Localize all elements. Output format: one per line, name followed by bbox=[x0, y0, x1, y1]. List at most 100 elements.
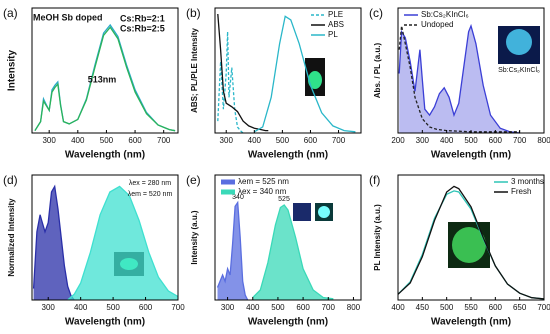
x-axis-label: Wavelength (nm) bbox=[248, 150, 328, 161]
annotation: λem = 520 nm bbox=[128, 191, 173, 198]
x-tick-label: 300 bbox=[220, 136, 234, 145]
x-tick-label: 700 bbox=[157, 136, 171, 145]
x-tick-label: 600 bbox=[489, 136, 503, 145]
inset-glow bbox=[318, 206, 330, 218]
x-tick-label: 600 bbox=[296, 303, 310, 312]
x-tick-label: 600 bbox=[304, 136, 318, 145]
x-axis-label: Wavelength (nm) bbox=[65, 150, 145, 161]
x-tick-label: 300 bbox=[42, 303, 56, 312]
x-tick-label: 700 bbox=[332, 136, 346, 145]
y-axis-label: Abs. / PL (a.u.) bbox=[373, 42, 382, 98]
x-axis-label: Wavelength (nm) bbox=[248, 317, 328, 328]
x-tick-label: 800 bbox=[537, 136, 550, 145]
x-tick-label: 700 bbox=[171, 303, 185, 312]
line bbox=[398, 23, 520, 134]
panel: 400 450 500 550 600 650 700 Wavelength (nm) PL I… bbox=[369, 173, 550, 327]
line bbox=[217, 13, 269, 132]
line bbox=[216, 200, 249, 301]
plot-frame bbox=[31, 174, 179, 301]
y-axis-label: PL Intensity (a.u.) bbox=[373, 204, 382, 271]
area bbox=[399, 25, 520, 133]
x-tick-label: 600 bbox=[139, 303, 153, 312]
legend-label: Cs:Rb=2:5 bbox=[120, 23, 165, 33]
x-tick-label: 500 bbox=[271, 303, 285, 312]
x-axis-label: Wavelength (nm) bbox=[65, 317, 145, 328]
inset-photo bbox=[293, 203, 311, 221]
x-tick-label: 500 bbox=[106, 303, 120, 312]
line bbox=[252, 204, 334, 300]
legend-label: 3 months bbox=[511, 177, 544, 186]
x-tick-label: 400 bbox=[246, 303, 260, 312]
x-tick-label: 400 bbox=[71, 136, 85, 145]
annotation: 513nm bbox=[88, 74, 117, 84]
panel: 300 400 500 600 700 Wavelength (nm) Intensity (… bbox=[3, 6, 179, 161]
panel: 200 300 400 500 600 700 800 Wavelength (nm) Abs.… bbox=[369, 6, 550, 160]
plot-frame bbox=[214, 7, 362, 134]
annotation: MeOH bbox=[33, 12, 59, 22]
x-tick-label: 300 bbox=[416, 136, 430, 145]
line bbox=[398, 25, 520, 133]
x-axis-label: Wavelength (nm) bbox=[431, 317, 511, 328]
panel-label: (d) bbox=[3, 173, 18, 187]
legend-label: Undoped bbox=[421, 20, 453, 29]
panel-label: (c) bbox=[369, 6, 383, 20]
legend-label: Fresh bbox=[511, 187, 531, 196]
panel-label: (b) bbox=[186, 6, 201, 20]
plot-frame bbox=[31, 7, 179, 134]
legend-label: PLE bbox=[328, 10, 343, 19]
x-tick-label: 600 bbox=[489, 303, 503, 312]
x-tick-label: 400 bbox=[440, 136, 454, 145]
inset-glow bbox=[308, 71, 322, 89]
x-axis-label: Wavelength (nm) bbox=[431, 150, 511, 161]
x-tick-label: 650 bbox=[513, 303, 527, 312]
annotation: Sb doped bbox=[62, 12, 103, 22]
x-tick-label: 600 bbox=[128, 136, 142, 145]
line bbox=[253, 15, 356, 133]
inset-glow bbox=[506, 29, 532, 55]
x-tick-label: 400 bbox=[74, 303, 88, 312]
panel: 300 400 500 600 700 Wavelength (nm) ABS; PL/PL… bbox=[186, 6, 362, 161]
y-axis-label: Intensity bbox=[7, 50, 18, 92]
x-tick-label: 400 bbox=[391, 303, 405, 312]
x-tick-label: 700 bbox=[537, 303, 550, 312]
area bbox=[33, 186, 75, 300]
line bbox=[397, 185, 545, 300]
line bbox=[67, 185, 179, 301]
x-tick-label: 800 bbox=[347, 303, 361, 312]
x-tick-label: 200 bbox=[391, 136, 405, 145]
x-tick-label: 500 bbox=[276, 136, 290, 145]
area bbox=[252, 205, 334, 300]
panel: 300 400 500 600 700 800 Wavelength (nm) Intensi… bbox=[186, 173, 362, 328]
line bbox=[32, 184, 75, 301]
panel: 300 400 500 600 700 Wavelength (nm) Normalized… bbox=[3, 173, 185, 327]
inset-glow bbox=[452, 227, 486, 263]
x-tick-label: 300 bbox=[221, 303, 235, 312]
x-tick-label: 500 bbox=[440, 303, 454, 312]
annotation: Sb:Cs₂KInCl₆ bbox=[498, 67, 540, 74]
y-axis-label: Normalized Intensity bbox=[7, 198, 16, 277]
panel-label: (a) bbox=[3, 6, 18, 20]
legend-label: PL bbox=[328, 30, 338, 39]
y-axis-label: Intensity (a.u.) bbox=[190, 210, 199, 265]
x-tick-label: 700 bbox=[513, 136, 527, 145]
x-tick-label: 400 bbox=[248, 136, 262, 145]
panel-label: (f) bbox=[369, 173, 380, 187]
legend-label: Cs:Rb=2:1 bbox=[120, 13, 165, 23]
x-tick-label: 700 bbox=[322, 303, 336, 312]
x-tick-label: 300 bbox=[42, 136, 56, 145]
x-tick-label: 500 bbox=[464, 136, 478, 145]
legend-label: Sb:Cs₂KInCl₆ bbox=[421, 10, 469, 19]
annotation: 525 bbox=[278, 196, 290, 203]
x-tick-label: 450 bbox=[416, 303, 430, 312]
line bbox=[34, 26, 176, 132]
plot-frame bbox=[214, 174, 362, 301]
area bbox=[67, 186, 178, 300]
legend-label: λex = 340 nm bbox=[238, 187, 287, 196]
legend-label: ABS bbox=[328, 20, 344, 29]
x-tick-label: 550 bbox=[464, 303, 478, 312]
annotation: λex = 280 nm bbox=[129, 180, 171, 187]
panel-label: (e) bbox=[186, 173, 201, 187]
x-tick-label: 500 bbox=[100, 136, 114, 145]
y-axis-label: ABS; PL/PLE Intensity bbox=[190, 28, 199, 113]
